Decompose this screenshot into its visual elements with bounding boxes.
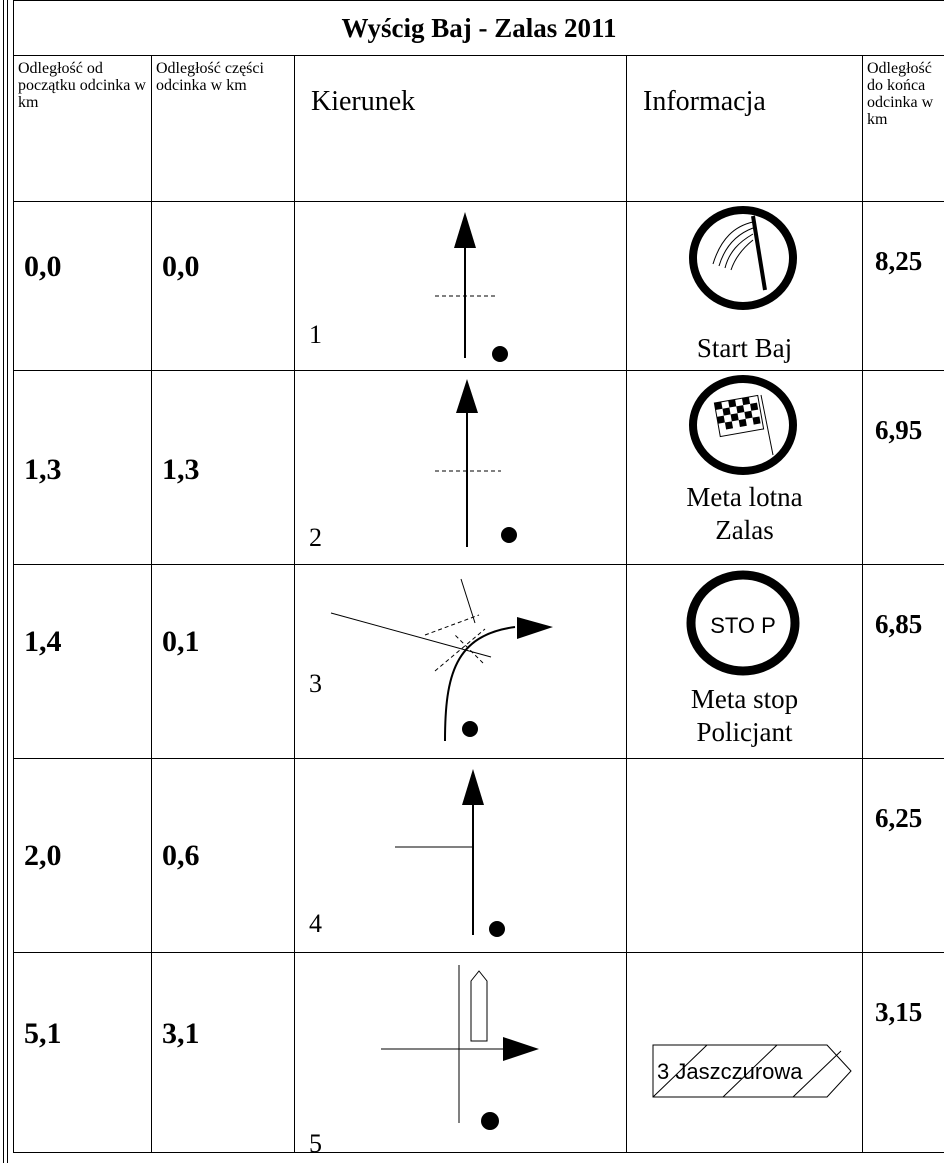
table-row: 1,4 0,1 3 STO P <box>13 564 944 759</box>
dist-part: 0,1 <box>162 625 200 658</box>
direction-sign-text: 3 Jaszczurowa <box>657 1059 803 1084</box>
header-dist-to-end: Odległość do końca odcinka w km <box>862 55 944 202</box>
dist-from-start: 5,1 <box>24 1017 62 1050</box>
page-title: Wyścig Baj - Zalas 2011 <box>13 0 944 56</box>
direction-sign-icon: 3 Jaszczurowa <box>652 1044 852 1098</box>
dist-to-end: 6,25 <box>875 803 923 833</box>
header-direction: Kierunek <box>294 55 627 202</box>
header-info: Informacja <box>626 55 863 202</box>
dist-part: 3,1 <box>162 1017 200 1050</box>
table-row: 5,1 3,1 5 3 Jaszczurowa <box>13 952 944 1158</box>
dist-from-start: 1,3 <box>24 453 62 486</box>
header-row: Odległość od początku odcinka w km Odleg… <box>13 55 944 202</box>
left-border-line <box>3 0 4 1163</box>
info-caption-line-1: Meta lotna <box>686 482 803 512</box>
direction-diagram <box>435 379 517 547</box>
dist-part: 0,0 <box>162 250 200 283</box>
stop-sign-icon: STO P <box>686 570 800 676</box>
dist-to-end: 3,15 <box>875 997 923 1027</box>
header-dist-from-start: Odległość od początku odcinka w km <box>13 55 152 202</box>
checkered-flag-icon <box>689 375 797 475</box>
table-row: 1,3 1,3 2 <box>13 370 944 565</box>
table-row: 0,0 0,0 1 Start Baj 8,25 <box>13 201 944 371</box>
dist-from-start: 1,4 <box>24 625 62 658</box>
info-caption-line-2: Policjant <box>696 717 793 747</box>
dist-to-end: 6,85 <box>875 609 923 639</box>
direction-diagram <box>395 769 505 937</box>
info-caption: Meta stop Policjant <box>627 683 862 749</box>
start-flag-icon <box>689 206 797 310</box>
direction-diagram <box>330 578 553 742</box>
info-caption: Meta lotna Zalas <box>627 481 862 547</box>
dist-part: 1,3 <box>162 453 200 486</box>
step-number: 4 <box>309 909 322 938</box>
direction-diagram <box>435 212 508 362</box>
direction-diagram <box>381 965 539 1130</box>
dist-from-start: 2,0 <box>24 839 62 872</box>
info-empty <box>626 758 863 953</box>
dist-part: 0,6 <box>162 839 200 872</box>
header-dist-part: Odległość części odcinka w km <box>151 55 295 202</box>
left-border-line-inner <box>7 0 8 1163</box>
step-number: 5 <box>309 1129 322 1158</box>
step-number: 1 <box>309 320 322 349</box>
stop-sign-text: STO P <box>710 613 776 638</box>
step-number: 2 <box>309 523 322 552</box>
dist-to-end: 8,25 <box>875 246 923 276</box>
dist-from-start: 0,0 <box>24 250 62 283</box>
info-caption-line-1: Meta stop <box>690 684 799 714</box>
info-caption: Start Baj <box>696 333 793 363</box>
step-number: 3 <box>309 669 322 698</box>
table-row: 2,0 0,6 4 6,25 <box>13 758 944 953</box>
info-caption-line-2: Zalas <box>715 515 774 545</box>
dist-to-end: 6,95 <box>875 415 923 445</box>
roadbook-table: Wyścig Baj - Zalas 2011 Odległość od poc… <box>13 0 944 1158</box>
